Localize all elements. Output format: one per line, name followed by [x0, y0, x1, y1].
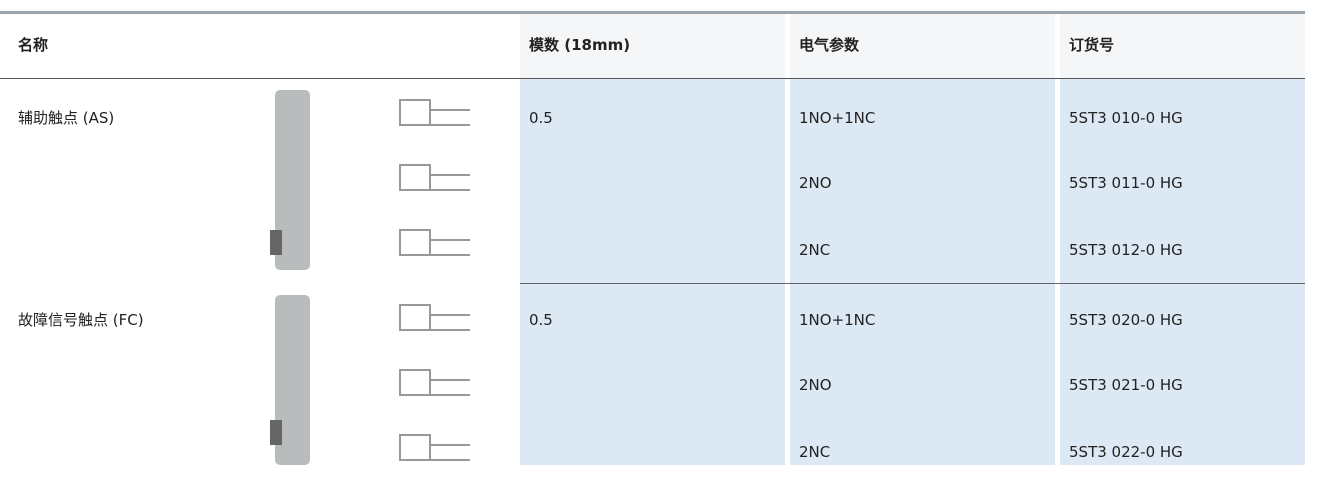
product-images [270, 90, 470, 465]
order-cell: 5ST3 021-0 HG [1069, 376, 1183, 394]
name-cell: 故障信号触点 (FC) [18, 311, 144, 329]
param-cell: 2NO [799, 174, 832, 192]
header-cell: 电气参数 [799, 36, 860, 54]
order-cell: 5ST3 010-0 HG [1069, 109, 1183, 127]
order-cell: 5ST3 022-0 HG [1069, 443, 1183, 461]
header-bg [520, 14, 785, 78]
header-cell: 模数 (18mm) [529, 36, 631, 54]
order-cell: 5ST3 012-0 HG [1069, 241, 1183, 259]
group-line [520, 283, 1305, 284]
param-cell: 2NC [799, 241, 831, 259]
header-bg [790, 14, 1055, 78]
name-cell: 辅助触点 (AS) [18, 109, 115, 127]
param-cell: 2NC [799, 443, 831, 461]
modules-cell: 0.5 [529, 311, 553, 329]
param-cell: 1NO+1NC [799, 311, 876, 329]
order-cell: 5ST3 020-0 HG [1069, 311, 1183, 329]
header-cell: 名称 [18, 36, 49, 54]
param-cell: 2NO [799, 376, 832, 394]
order-cell: 5ST3 011-0 HG [1069, 174, 1183, 192]
column-bg [1060, 79, 1305, 465]
schematic-icon [399, 99, 470, 461]
column-bg [790, 79, 1055, 465]
header-line [0, 78, 1305, 79]
device-image [270, 90, 310, 465]
column-bg [520, 79, 785, 465]
header-cell: 订货号 [1069, 36, 1115, 54]
modules-cell: 0.5 [529, 109, 553, 127]
top-border [0, 11, 1305, 14]
param-cell: 1NO+1NC [799, 109, 876, 127]
header-bg [1060, 14, 1305, 78]
